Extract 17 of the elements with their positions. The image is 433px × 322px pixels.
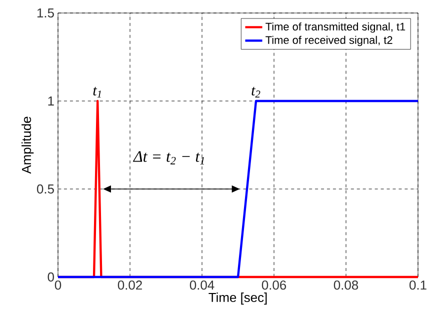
x-tick-label: 0.08 [334, 280, 358, 290]
x-tick-label: 0.1 [410, 280, 426, 290]
y-axis-title: Amplitude [22, 116, 34, 174]
legend-label: Time of received signal, t2 [266, 36, 392, 46]
y-tick-label: 0.5 [36, 184, 54, 194]
y-tick-label: 0 [48, 272, 54, 282]
annotation: Δt = t$_{2}$ − t$_{1}$ [132, 151, 204, 164]
legend-label: Time of transmitted signal, t1 [266, 22, 406, 33]
y-tick-label: 1.5 [37, 8, 54, 18]
x-axis-title: Time [sec] [208, 292, 267, 305]
y-tick-label: 1 [48, 96, 54, 106]
x-tick-label: 0.06 [262, 280, 286, 290]
x-tick-label: 0.02 [118, 280, 142, 290]
annotation: t$_{1}$ [93, 86, 101, 98]
x-tick-label: 0 [54, 280, 62, 290]
x-tick-label: 0.04 [190, 280, 214, 290]
annotation: t$_{2}$ [252, 86, 260, 98]
